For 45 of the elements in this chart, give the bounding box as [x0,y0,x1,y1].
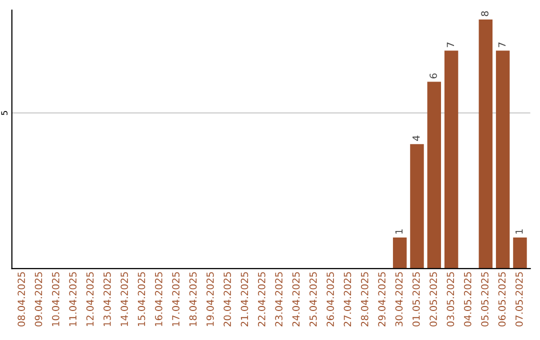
x-tick-label: 25.04.2025 [309,272,317,326]
x-tick-label: 02.05.2025 [430,272,437,326]
x-tick-label: 01.05.2025 [412,272,420,326]
bar [392,237,407,269]
x-tick-label: 15.04.2025 [138,272,146,326]
bar [427,82,442,269]
data-label: 4 [412,136,420,141]
x-tick-label: 04.05.2025 [464,272,472,326]
bar [444,50,458,269]
bar [496,50,510,269]
x-tick-label: 06.05.2025 [498,272,506,326]
x-tick-label: 29.04.2025 [378,272,386,326]
x-tick-label: 08.04.2025 [18,272,25,326]
y-tick-label: 5 [1,111,8,115]
x-tick-label: 14.04.2025 [120,272,128,326]
x-tick-label: 10.04.2025 [52,272,60,326]
x-tick-label: 27.04.2025 [344,272,352,326]
x-tick-label: 03.05.2025 [446,272,454,326]
x-tick-label: 30.04.2025 [395,272,403,326]
data-label: 7 [498,42,506,48]
x-tick-label: 26.04.2025 [326,272,334,326]
x-tick-label: 05.05.2025 [481,272,488,326]
x-tick-label: 23.04.2025 [275,272,282,326]
x-tick-label: 13.04.2025 [103,272,111,326]
bar [478,20,493,269]
data-label: 7 [446,42,454,48]
x-tick-label: 07.05.2025 [515,272,523,326]
x-tick-label: 24.04.2025 [292,272,300,326]
data-label: 6 [430,73,437,78]
x-tick-label: 17.04.2025 [172,272,180,326]
data-label: 1 [395,229,403,234]
x-tick-label: 22.04.2025 [258,272,266,326]
x-tick-label: 18.04.2025 [189,272,197,326]
x-tick-label: 12.04.2025 [86,272,94,326]
data-label: 1 [516,229,523,234]
x-tick-label: 09.04.2025 [34,272,42,326]
bar [513,237,527,269]
x-tick-label: 20.04.2025 [224,272,231,326]
bar [410,144,424,269]
x-tick-label: 28.04.2025 [360,272,368,326]
x-tick-label: 19.04.2025 [206,272,214,326]
x-tick-label: 11.04.2025 [69,272,76,326]
x-tick-label: 16.04.2025 [154,272,162,326]
x-tick-label: 21.04.2025 [240,272,248,326]
data-label: 8 [481,11,488,16]
